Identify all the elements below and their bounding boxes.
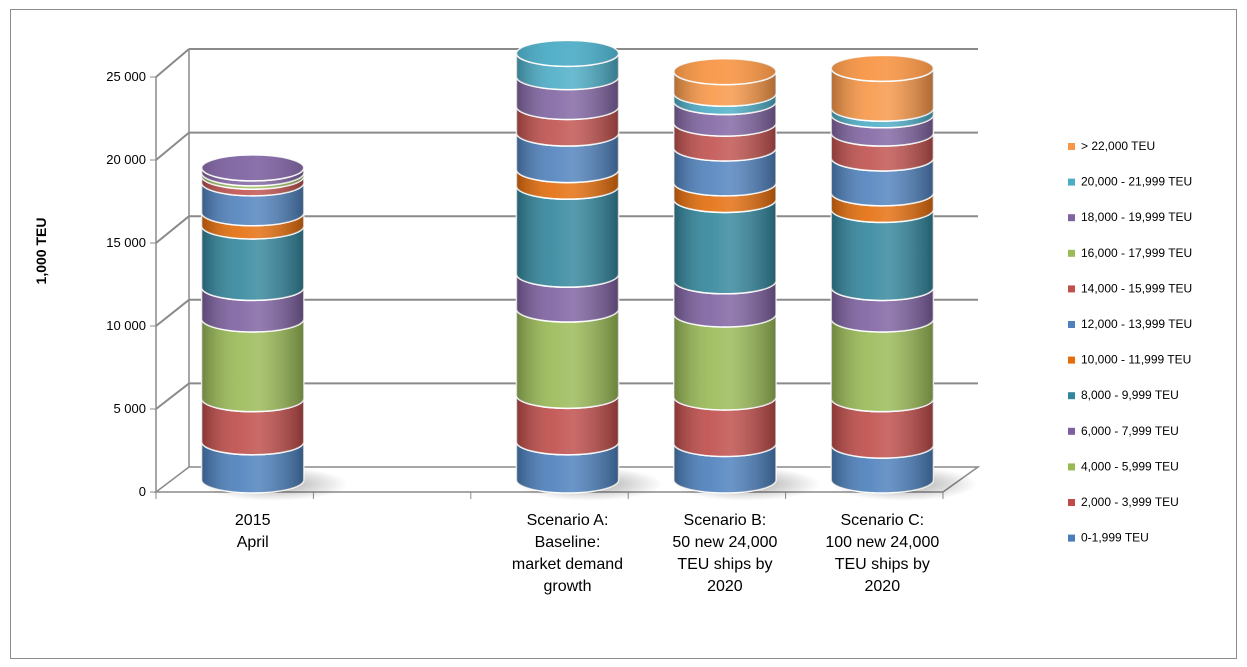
legend-item: 8,000 - 9,999 TEU [1068,388,1179,402]
x-tick-label: Scenario A: Baseline: market demand growth [512,512,623,595]
bar-segment [830,209,935,302]
y-tick-label: 20 000 [106,152,146,167]
legend-label: 10,000 - 11,999 TEU [1081,353,1191,367]
legend-swatch [1068,249,1075,257]
legend-swatch [1068,463,1075,471]
legend-label: 4,000 - 5,999 TEU [1081,459,1179,473]
x-tick-label: Scenario B: 50 new 24,000 TEU ships by 2020 [672,512,777,595]
x-tick-label: Scenario C: 100 new 24,000 TEU ships by 202… [825,512,939,595]
legend-label: 0-1,999 TEU [1081,531,1149,545]
bar-segment [200,318,305,413]
gridline-depth [155,299,190,327]
bars [200,39,978,501]
legend-swatch [1068,356,1075,364]
gridline-depth [155,48,190,78]
legend-label: 16,000 - 17,999 TEU [1081,246,1192,260]
legend-item: 10,000 - 11,999 TEU [1068,353,1191,367]
bar-segment [515,186,620,288]
legend-label: 18,000 - 19,999 TEU [1081,210,1192,224]
x-tick-label: 2015 April [235,512,271,551]
bar-segment [515,441,620,494]
legend-label: 2,000 - 3,999 TEU [1081,495,1179,509]
legend-item: 20,000 - 21,999 TEU [1068,175,1192,189]
bar-segment [515,308,620,410]
y-tick-label: 0 [139,484,146,499]
legend-swatch [1068,214,1075,222]
gridline-depth [155,131,190,161]
y-tick-label: 5 000 [113,401,146,416]
bar-top-shade [516,40,619,67]
bar-top-shade [201,154,304,181]
y-tick-label: 25 000 [106,69,146,84]
bar-segment [515,395,620,456]
bar-segment [200,398,305,456]
bar-segment [673,396,777,458]
legend-swatch [1068,534,1075,542]
bar-segment [830,68,935,122]
legend-label: 14,000 - 15,999 TEU [1081,281,1192,295]
bar-segment [673,199,777,295]
legend-swatch [1068,178,1075,186]
y-tick-label: 10 000 [106,318,146,333]
bar-segment [830,318,935,413]
legend-label: 6,000 - 7,999 TEU [1081,424,1179,438]
legend-item: 12,000 - 13,999 TEU [1068,317,1192,331]
legend-swatch [1068,143,1075,150]
stacked-cylinder-chart: 0 5 000 10 000 15 000 20 000 25 000 1,000 TEU… [33,39,1192,595]
bar-segment [673,443,777,494]
gridline-depth [155,382,190,410]
legend-label: 8,000 - 9,999 TEU [1081,388,1179,402]
legend-item: > 22,000 TEU [1068,139,1155,153]
legend-swatch [1068,285,1075,293]
floor [153,466,981,493]
y-tick-label: 15 000 [106,235,146,250]
legend-swatch [1068,499,1075,506]
legend-label: 12,000 - 13,999 TEU [1081,317,1192,331]
legend-item: 2,000 - 3,999 TEU [1068,495,1179,509]
legend-item: 14,000 - 15,999 TEU [1068,281,1192,295]
legend-swatch [1068,392,1075,400]
bar-segment [673,313,777,411]
legend-item: 0-1,999 TEU [1068,531,1149,545]
legend-swatch [1068,321,1075,328]
bar-segment [830,398,935,459]
gridline-depth [155,215,190,244]
axes: 0 5 000 10 000 15 000 20 000 25 000 [106,69,944,499]
legend-item: 6,000 - 7,999 TEU [1068,424,1179,438]
legend-label: > 22,000 TEU [1081,139,1155,153]
bar-segment [200,225,305,302]
legend-item: 18,000 - 19,999 TEU [1068,210,1192,224]
y-axis-label: 1,000 TEU [33,218,49,285]
legend-swatch [1068,427,1075,435]
bar-top-shade [831,55,934,82]
legend-item: 16,000 - 17,999 TEU [1068,246,1192,260]
legend-item: 4,000 - 5,999 TEU [1068,459,1179,473]
bar-top-shade [673,58,776,85]
chart-frame: 0 5 000 10 000 15 000 20 000 25 000 1,000 TEU… [10,9,1237,659]
legend: > 22,000 TEU 20,000 - 21,999 TEU 18,000 - … [1068,139,1192,545]
legend-label: 20,000 - 21,999 TEU [1081,175,1192,189]
labels: 1,000 TEU 2015 April Scenario A: Baseline: m… [33,218,939,595]
